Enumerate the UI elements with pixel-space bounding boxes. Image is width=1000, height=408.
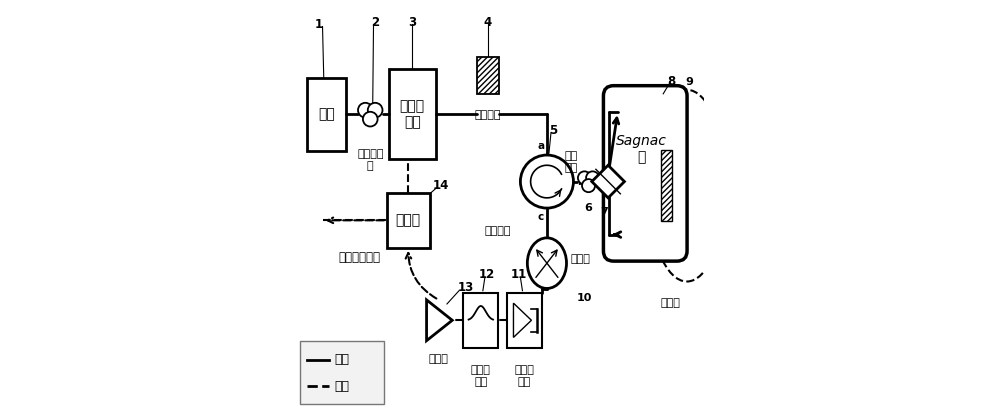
Text: 功分器: 功分器 — [396, 213, 421, 227]
Text: 光电探
测器: 光电探 测器 — [515, 365, 534, 386]
Text: 10: 10 — [577, 293, 593, 303]
Text: 1: 1 — [314, 18, 323, 31]
Text: 微波信号输出: 微波信号输出 — [338, 251, 380, 264]
Text: b: b — [578, 177, 585, 186]
Text: 11: 11 — [510, 268, 526, 281]
Text: 带通滤
波器: 带通滤 波器 — [471, 365, 491, 386]
Circle shape — [363, 112, 378, 126]
Text: 单模光纤: 单模光纤 — [475, 110, 501, 120]
Text: 光路: 光路 — [335, 353, 350, 366]
Polygon shape — [427, 300, 452, 341]
FancyBboxPatch shape — [603, 86, 687, 261]
Polygon shape — [592, 165, 624, 198]
Text: 电光调
制器: 电光调 制器 — [400, 99, 425, 129]
Text: 9: 9 — [685, 77, 693, 86]
Text: 8: 8 — [667, 75, 675, 88]
Text: 放大器: 放大器 — [429, 354, 449, 364]
Text: a: a — [537, 141, 544, 151]
Text: 13: 13 — [457, 281, 473, 294]
Text: 偏振器: 偏振器 — [571, 254, 590, 264]
Polygon shape — [513, 303, 531, 337]
Text: 7: 7 — [600, 207, 608, 217]
Text: 光源: 光源 — [318, 107, 335, 121]
Circle shape — [578, 171, 591, 184]
Circle shape — [520, 155, 573, 208]
Ellipse shape — [527, 238, 567, 288]
Bar — [307, 78, 346, 151]
Text: 旋转台: 旋转台 — [661, 298, 680, 308]
Text: 2: 2 — [371, 16, 380, 29]
Bar — [387, 193, 430, 248]
Text: 12: 12 — [479, 268, 495, 281]
Text: Sagnac
环: Sagnac 环 — [616, 134, 667, 164]
Text: 5: 5 — [549, 124, 557, 137]
Text: 14: 14 — [433, 179, 449, 192]
Text: 光环形器: 光环形器 — [485, 226, 511, 237]
Bar — [507, 293, 542, 348]
Bar — [463, 293, 498, 348]
Circle shape — [586, 171, 599, 184]
Text: 电路: 电路 — [335, 380, 350, 393]
Text: 4: 4 — [484, 16, 492, 29]
Circle shape — [358, 103, 373, 118]
Bar — [661, 150, 672, 221]
Circle shape — [582, 179, 595, 192]
Bar — [389, 69, 436, 159]
Text: 光分
束器: 光分 束器 — [565, 151, 578, 173]
Text: 偏振控制
器: 偏振控制 器 — [357, 149, 384, 171]
Bar — [477, 57, 499, 94]
Circle shape — [368, 103, 382, 118]
Text: 6: 6 — [584, 203, 592, 213]
Text: c: c — [538, 212, 544, 222]
Bar — [300, 341, 384, 404]
Text: 3: 3 — [408, 16, 416, 29]
